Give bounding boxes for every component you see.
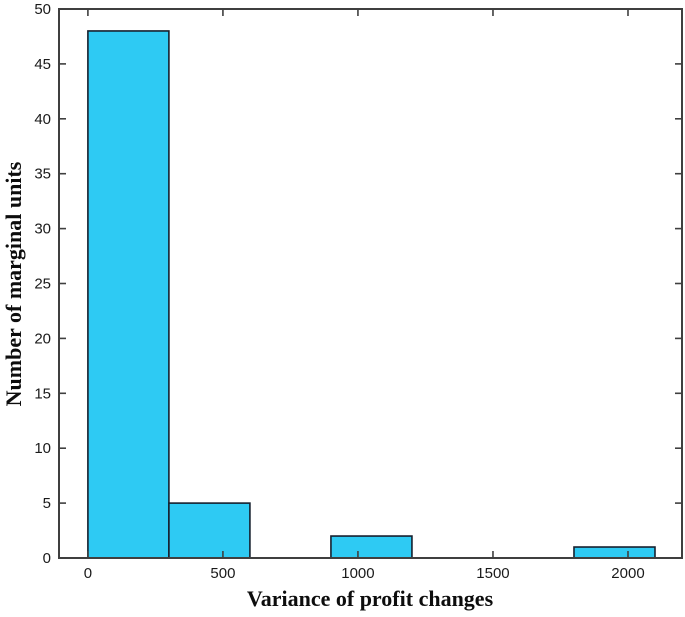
x-tick-label: 0 xyxy=(84,565,92,582)
histogram-bar xyxy=(168,502,251,559)
histogram-bar xyxy=(573,546,656,559)
y-tick-label: 45 xyxy=(34,56,51,73)
x-axis-label: Variance of profit changes xyxy=(247,586,494,611)
histogram-bar xyxy=(330,535,413,559)
y-tick-label: 5 xyxy=(43,495,51,512)
y-tick-label: 20 xyxy=(34,330,51,347)
y-tick-label: 0 xyxy=(43,550,51,567)
y-tick-label: 30 xyxy=(34,221,51,238)
y-tick-label: 25 xyxy=(34,276,51,293)
histogram-bar xyxy=(87,30,170,559)
tick-labels-layer: 0 500 1000 1500 2000 0 5 10 15 20 25 30 35 40 45 50 xyxy=(34,1,644,582)
x-tick-label: 500 xyxy=(210,565,235,582)
y-tick-label: 40 xyxy=(34,111,51,128)
y-tick-label: 35 xyxy=(34,166,51,183)
x-tick-label: 2000 xyxy=(611,565,644,582)
y-tick-label: 15 xyxy=(34,385,51,402)
x-tick-label: 1000 xyxy=(341,565,374,582)
bars-layer xyxy=(87,30,656,559)
ticks-layer xyxy=(59,8,682,559)
x-tick-label: 1500 xyxy=(476,565,509,582)
y-tick-label: 50 xyxy=(34,1,51,18)
y-tick-label: 10 xyxy=(34,440,51,457)
y-axis-label: Number of marginal units xyxy=(1,161,26,406)
